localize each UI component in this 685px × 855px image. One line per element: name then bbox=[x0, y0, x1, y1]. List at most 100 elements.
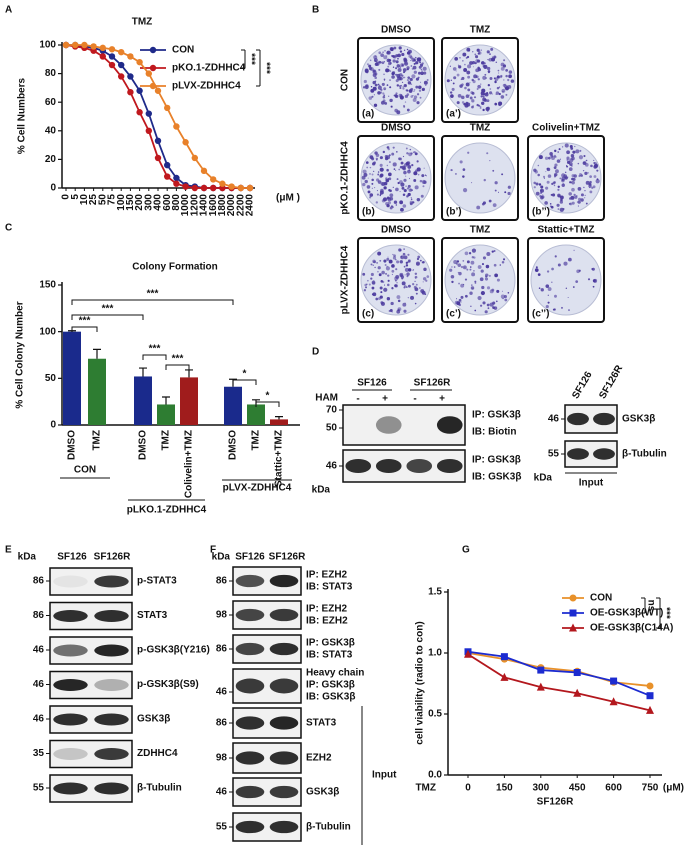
unit-label: kDa bbox=[18, 552, 37, 563]
x-tick-label: 300 bbox=[143, 194, 154, 211]
colony bbox=[423, 267, 427, 272]
band bbox=[567, 412, 589, 426]
colony bbox=[507, 78, 510, 82]
colony bbox=[380, 182, 385, 186]
data-point bbox=[200, 184, 208, 192]
colony bbox=[400, 207, 404, 212]
colony bbox=[383, 94, 386, 97]
colony bbox=[557, 188, 560, 191]
marker-label: 70 bbox=[326, 405, 338, 416]
data-point bbox=[173, 174, 180, 182]
legend-label: pKO.1-ZDHHC4 bbox=[172, 63, 246, 74]
x-tick-label: DMSO bbox=[228, 430, 239, 460]
colony bbox=[388, 177, 392, 181]
data-point bbox=[90, 43, 97, 50]
colony bbox=[491, 56, 494, 58]
colony bbox=[450, 169, 453, 172]
lane-label: SF126 bbox=[357, 378, 387, 389]
colony bbox=[481, 263, 485, 266]
colony bbox=[547, 294, 549, 297]
group-label: CON bbox=[74, 465, 96, 476]
blot-label: IP: GSK3β bbox=[306, 680, 355, 691]
colony bbox=[470, 305, 472, 307]
colony bbox=[380, 280, 384, 283]
colony bbox=[566, 158, 569, 161]
chart-title: TMZ bbox=[132, 17, 153, 28]
colony bbox=[510, 79, 515, 83]
colony bbox=[408, 169, 410, 171]
colony bbox=[452, 67, 457, 71]
data-point bbox=[573, 669, 581, 677]
colony bbox=[363, 289, 367, 292]
colony bbox=[577, 200, 581, 204]
bracket bbox=[71, 314, 144, 320]
colony bbox=[369, 196, 372, 199]
colony bbox=[535, 191, 540, 196]
blot-label: IB: Biotin bbox=[472, 427, 516, 438]
data-point bbox=[164, 173, 171, 180]
marker-label: 98 bbox=[216, 753, 228, 764]
colony bbox=[414, 152, 418, 156]
colony bbox=[545, 186, 549, 190]
colony bbox=[379, 163, 383, 167]
colony bbox=[364, 179, 368, 184]
colony bbox=[397, 84, 399, 87]
column-header: DMSO bbox=[381, 123, 411, 134]
data-point bbox=[464, 649, 472, 658]
colony bbox=[415, 61, 419, 65]
band bbox=[269, 678, 299, 694]
colony bbox=[461, 76, 465, 80]
colony bbox=[566, 150, 570, 155]
colony bbox=[372, 264, 374, 266]
column-header: DMSO bbox=[381, 25, 411, 36]
group-label: pLKO.1-ZDHHC4 bbox=[127, 505, 207, 516]
colony bbox=[418, 65, 422, 69]
bar bbox=[224, 386, 242, 425]
colony bbox=[407, 253, 410, 256]
colony bbox=[557, 263, 561, 267]
x-tick-label: 450 bbox=[569, 783, 586, 794]
data-point bbox=[127, 88, 134, 96]
colony bbox=[421, 290, 426, 295]
legend-label: pLVX-ZDHHC4 bbox=[172, 81, 241, 92]
colony bbox=[503, 79, 505, 81]
colony bbox=[577, 162, 580, 165]
lane-label: SF126 bbox=[235, 552, 265, 563]
colony bbox=[593, 159, 595, 161]
colony bbox=[374, 80, 377, 82]
colony bbox=[366, 166, 369, 169]
colony bbox=[420, 194, 424, 198]
colony bbox=[405, 261, 408, 265]
colony bbox=[384, 284, 386, 286]
y-axis-label: cell viability (radio to con) bbox=[415, 621, 426, 744]
colony bbox=[533, 186, 536, 189]
marker-label: 55 bbox=[33, 783, 45, 794]
colony bbox=[400, 63, 405, 68]
x-tick-label: 300 bbox=[532, 783, 549, 794]
colony bbox=[417, 76, 420, 79]
colony bbox=[405, 175, 407, 177]
colony bbox=[507, 191, 511, 196]
colony bbox=[406, 272, 410, 276]
lane-label: SF126R bbox=[597, 363, 625, 401]
colony bbox=[403, 248, 405, 250]
colony bbox=[549, 203, 552, 205]
colony bbox=[383, 55, 388, 60]
y-tick-label: 150 bbox=[39, 280, 56, 291]
colony bbox=[379, 167, 384, 172]
colony bbox=[422, 185, 425, 188]
colony bbox=[425, 279, 428, 282]
colony bbox=[416, 93, 420, 96]
colony bbox=[449, 91, 453, 94]
colony bbox=[374, 76, 377, 80]
x-tick-label: 0 bbox=[61, 194, 72, 200]
marker-label: 55 bbox=[216, 822, 228, 833]
colony bbox=[559, 158, 561, 160]
series-line bbox=[467, 650, 651, 697]
band bbox=[235, 574, 265, 588]
colony bbox=[477, 78, 480, 81]
colony bbox=[491, 250, 494, 253]
colony bbox=[505, 93, 508, 96]
bracket bbox=[142, 354, 167, 360]
colony bbox=[497, 191, 499, 193]
